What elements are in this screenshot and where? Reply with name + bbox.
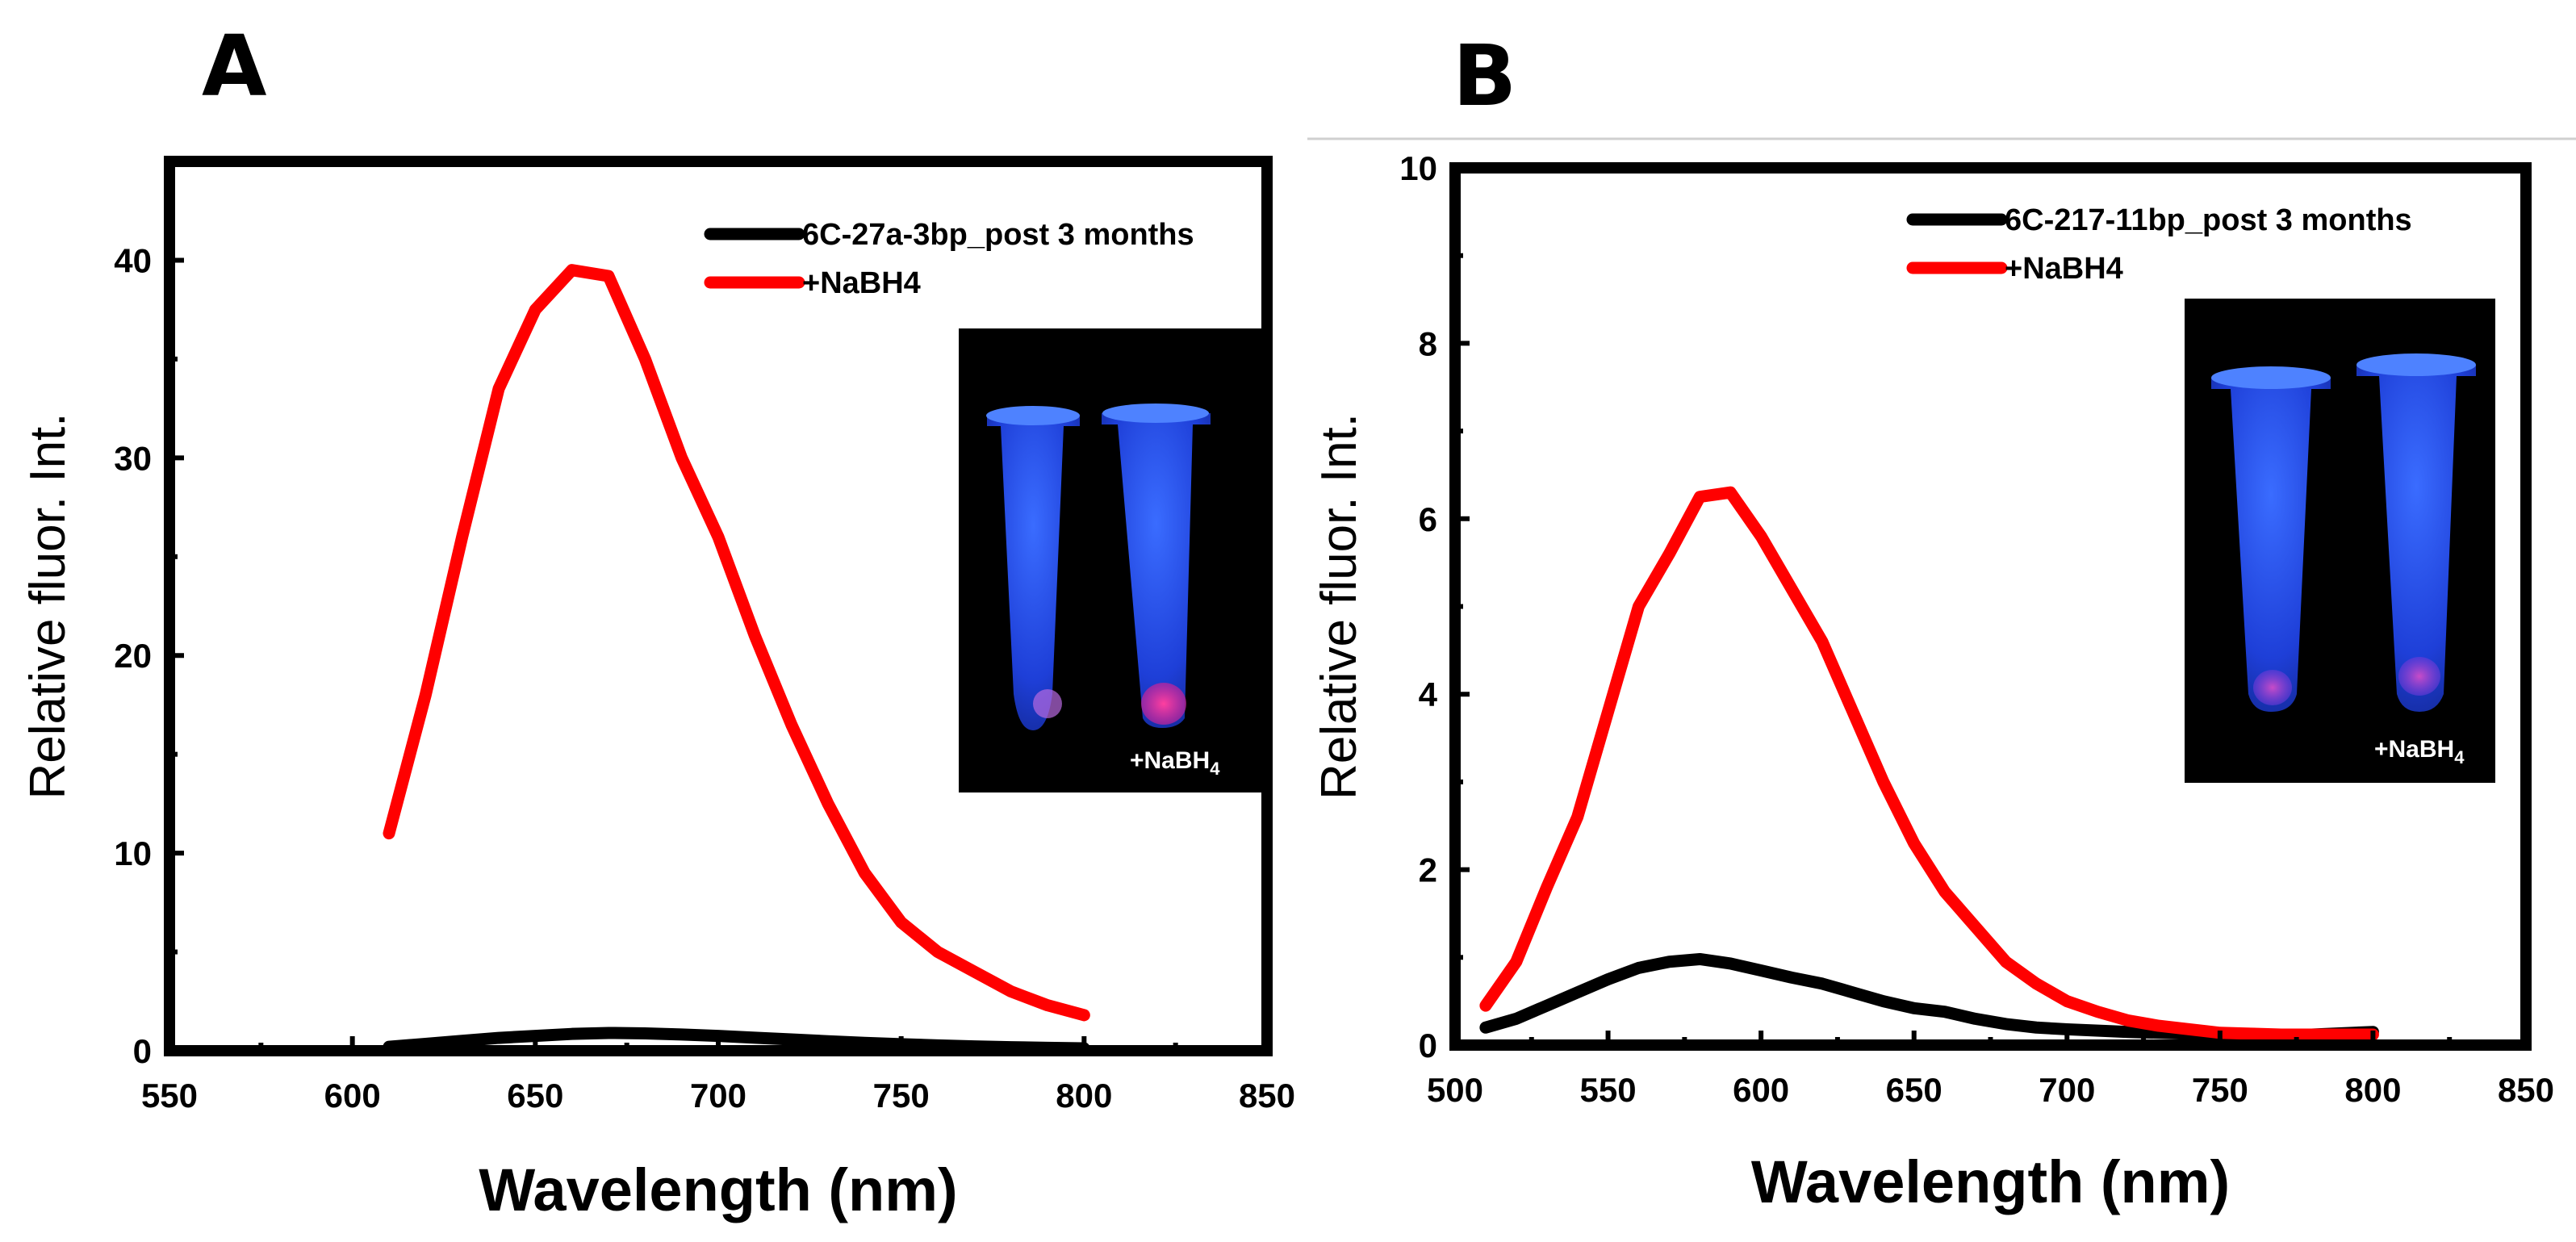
x-tick-label: 800	[1056, 1077, 1112, 1114]
x-tick-label: 800	[2344, 1071, 2401, 1109]
y-tick-label: 8	[1419, 324, 1437, 362]
y-tick-label: 2	[1419, 851, 1437, 889]
inset-label-b: +NaBH4	[2374, 736, 2465, 767]
legend-label: +NaBH4	[802, 266, 921, 300]
tube-left-a	[986, 406, 1080, 730]
x-tick-label: 650	[1886, 1071, 1942, 1109]
x-tick-label: 750	[2192, 1071, 2248, 1109]
legend-label: +NaBH4	[2005, 252, 2123, 286]
x-tick-label: 600	[324, 1077, 381, 1114]
series-line-nabh4	[383, 264, 1090, 1022]
legend-label: 6C-217-11bp_post 3 months	[2005, 203, 2412, 237]
inset-label-a: +NaBH4	[1130, 747, 1220, 779]
y-tick-label: 10	[114, 834, 152, 872]
x-axis-title: Wavelength (nm)	[1751, 1148, 2230, 1215]
x-tick-label: 700	[2039, 1071, 2095, 1109]
x-tick-label: 750	[873, 1077, 930, 1114]
x-axis-title: Wavelength (nm)	[479, 1156, 957, 1223]
y-tick-label: 6	[1419, 500, 1437, 538]
panel-letter-b: B	[1453, 27, 1516, 125]
series-line-nabh4	[1479, 486, 2379, 1041]
y-axis-title: Relative fluor. Int.	[20, 412, 76, 799]
tube-left-b	[2211, 366, 2331, 712]
x-tick-label: 700	[690, 1077, 746, 1114]
y-tick-label: 4	[1419, 675, 1438, 713]
x-tick-label: 650	[507, 1077, 563, 1114]
x-tick-label: 850	[2498, 1071, 2554, 1109]
x-tick-label: 600	[1733, 1071, 1789, 1109]
chart-panel-a: +NaBH4 550 600 650 700 750 800 850 0 10 20 30 40 Wav…	[20, 156, 1295, 1223]
x-tick-label: 550	[141, 1077, 198, 1114]
y-tick-label: 40	[114, 241, 152, 279]
x-tick-label: 550	[1580, 1071, 1637, 1109]
panel-letter-a: A	[202, 17, 267, 115]
y-tick-label: 30	[114, 439, 152, 477]
inset-photo-a-background	[959, 328, 1269, 792]
y-tick-label: 0	[133, 1032, 152, 1070]
chart-panel-b: +NaBH4 500 550 600 650 700 750 800 850 0 2 4 6 8 10 Wa…	[1311, 149, 2554, 1215]
y-tick-label: 0	[1419, 1027, 1437, 1064]
inset-photo-a: +NaBH4	[959, 328, 1269, 792]
inset-photo-b: +NaBH4	[2185, 299, 2495, 783]
x-tick-label: 850	[1239, 1077, 1295, 1114]
x-tick-label: 500	[1427, 1071, 1483, 1109]
series-line-sample	[1479, 952, 2379, 1041]
legend-label: 6C-27a-3bp_post 3 months	[802, 218, 1194, 252]
y-tick-label: 10	[1399, 149, 1437, 187]
tube-right-b	[2356, 353, 2476, 712]
y-axis-title: Relative fluor. Int.	[1311, 413, 1367, 800]
y-tick-label: 20	[114, 637, 152, 675]
tube-right-a	[1102, 404, 1211, 728]
